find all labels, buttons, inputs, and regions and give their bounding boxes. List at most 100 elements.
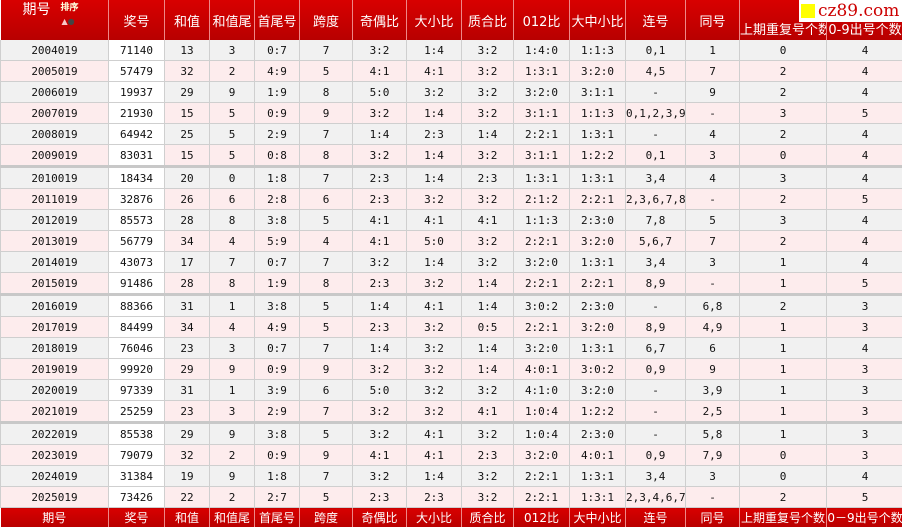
cell-odd-even: 5:0 xyxy=(352,81,407,103)
cell-repeat-count: 2 xyxy=(739,188,827,210)
cell-prime-composite: 3:2 xyxy=(461,486,514,508)
cell-digit-count: 5 xyxy=(826,486,902,508)
cell-repeat-count: 0 xyxy=(739,465,827,487)
cell-repeat-count: 2 xyxy=(739,294,827,317)
table-row: 2006019 19937 29 9 1:9 8 5:0 3:2 3:2 3:2:0 3:1:1-9… xyxy=(0,81,902,103)
cell-big-mid-small: 2:3:0 xyxy=(569,209,626,231)
cell-first-last: 0:7 xyxy=(254,251,300,273)
footer-column: 同号 xyxy=(685,507,740,527)
cell-same-number: - xyxy=(685,188,740,210)
cell-period: 2015019 xyxy=(0,272,109,296)
sort-desc-icon[interactable]: ● xyxy=(67,17,75,26)
footer-column: 首尾号 xyxy=(254,507,300,527)
cell-repeat-count: 0 xyxy=(739,40,827,61)
cell-odd-even: 4:1 xyxy=(352,444,407,466)
cell-big-mid-small: 4:0:1 xyxy=(569,444,626,466)
cell-big-small: 4:1 xyxy=(406,294,462,317)
cell-ratio-012: 3:2:0 xyxy=(513,251,570,273)
cell-sum: 34 xyxy=(164,316,210,338)
cell-digit-count: 4 xyxy=(826,337,902,359)
cell-odd-even: 1:4 xyxy=(352,294,407,317)
cell-digit-count: 4 xyxy=(826,81,902,103)
cell-consecutive: 3,4 xyxy=(625,465,686,487)
cell-repeat-count: 1 xyxy=(739,251,827,273)
cell-first-last: 5:9 xyxy=(254,230,300,252)
cell-digit-count: 3 xyxy=(826,444,902,466)
header-column: 和值尾 xyxy=(209,0,255,40)
footer-column: 大小比 xyxy=(406,507,462,527)
cell-prize-number: 31384 xyxy=(108,465,165,487)
cell-prime-composite: 3:2 xyxy=(461,422,514,445)
cell-first-last: 2:8 xyxy=(254,188,300,210)
cell-sum-tail: 5 xyxy=(209,144,255,168)
cell-odd-even: 1:4 xyxy=(352,337,407,359)
cell-ratio-012: 3:2:0 xyxy=(513,81,570,103)
cell-span: 7 xyxy=(299,337,353,359)
logo-text: cz89.com xyxy=(818,1,900,21)
cell-big-small: 3:2 xyxy=(406,188,462,210)
cell-odd-even: 2:3 xyxy=(352,166,407,189)
cell-span: 9 xyxy=(299,102,353,124)
cell-big-small: 3:2 xyxy=(406,337,462,359)
cell-repeat-count: 1 xyxy=(739,422,827,445)
cell-prize-number: 88366 xyxy=(108,294,165,317)
header-column: 质合比 xyxy=(461,0,514,40)
cell-repeat-count: 3 xyxy=(739,209,827,231)
cell-sum-tail: 3 xyxy=(209,400,255,424)
cell-repeat-count: 2 xyxy=(739,81,827,103)
cell-ratio-012: 3:2:0 xyxy=(513,444,570,466)
cell-first-last: 3:9 xyxy=(254,379,300,401)
cell-prize-number: 19937 xyxy=(108,81,165,103)
table-row: 2010019 18434 20 0 1:8 7 2:3 1:4 2:3 1:3:1 1:3:1 3,… xyxy=(0,166,902,189)
cell-prime-composite: 4:1 xyxy=(461,209,514,231)
table-row: 2008019 64942 25 5 2:9 7 1:4 2:3 1:4 2:2:1 1:3:1-4… xyxy=(0,123,902,145)
cell-consecutive: 0,9 xyxy=(625,444,686,466)
cell-big-mid-small: 2:2:1 xyxy=(569,188,626,210)
cell-prize-number: 76046 xyxy=(108,337,165,359)
sort-arrows[interactable]: ▲● xyxy=(62,17,75,27)
cell-prime-composite: 3:2 xyxy=(461,60,514,82)
cell-digit-count: 5 xyxy=(826,102,902,124)
footer-column: 上期重复号个数 xyxy=(739,507,827,527)
cell-first-last: 1:8 xyxy=(254,166,300,189)
cell-repeat-count: 2 xyxy=(739,486,827,508)
footer-column: 奇偶比 xyxy=(352,507,407,527)
cell-consecutive: 0,1 xyxy=(625,144,686,168)
cell-prize-number: 91486 xyxy=(108,272,165,296)
cell-prime-composite: 2:3 xyxy=(461,444,514,466)
cell-ratio-012: 3:2:0 xyxy=(513,337,570,359)
cell-same-number: 4,9 xyxy=(685,316,740,338)
cell-big-small: 3:2 xyxy=(406,400,462,424)
cell-sum-tail: 3 xyxy=(209,337,255,359)
cell-consecutive: - xyxy=(625,422,686,445)
sort-asc-icon[interactable]: ▲ xyxy=(61,17,68,26)
table-header: 期号 排序 ▲● 奖号 和值 和值尾 首尾号 跨度 奇偶比 大小比 质合比 012比 大中小比 连号… xyxy=(0,0,902,40)
footer-column: 和值 xyxy=(164,507,210,527)
cell-big-small: 4:1 xyxy=(406,444,462,466)
cell-big-small: 1:4 xyxy=(406,251,462,273)
cell-same-number: 4 xyxy=(685,123,740,145)
cell-sum: 20 xyxy=(164,166,210,189)
cell-prize-number: 57479 xyxy=(108,60,165,82)
cell-consecutive: 0,1,2,3,9 xyxy=(625,102,686,124)
cell-span: 6 xyxy=(299,379,353,401)
cell-same-number: 4 xyxy=(685,166,740,189)
cell-big-mid-small: 1:3:1 xyxy=(569,123,626,145)
cell-same-number: 7 xyxy=(685,230,740,252)
cell-odd-even: 3:2 xyxy=(352,251,407,273)
cell-big-small: 3:2 xyxy=(406,316,462,338)
cell-ratio-012: 2:2:1 xyxy=(513,123,570,145)
header-column: 奇偶比 xyxy=(352,0,407,40)
cell-sum-tail: 1 xyxy=(209,379,255,401)
cell-sum-tail: 4 xyxy=(209,230,255,252)
table-footer: 期号 奖号 和值 和值尾 首尾号 跨度 奇偶比 大小比 质合比 012比 大中小比 连号 同号 上期重复号… xyxy=(0,507,902,527)
cell-ratio-012: 1:0:4 xyxy=(513,422,570,445)
table-row: 2020019 97339 31 1 3:9 6 5:0 3:2 3:2 4:1:0 3:2:0-3… xyxy=(0,379,902,401)
cell-prime-composite: 0:5 xyxy=(461,316,514,338)
cell-ratio-012: 2:2:1 xyxy=(513,465,570,487)
cell-big-small: 1:4 xyxy=(406,144,462,168)
cell-prime-composite: 3:2 xyxy=(461,230,514,252)
sort-button[interactable]: 排序 xyxy=(60,3,79,13)
cell-first-last: 3:8 xyxy=(254,209,300,231)
